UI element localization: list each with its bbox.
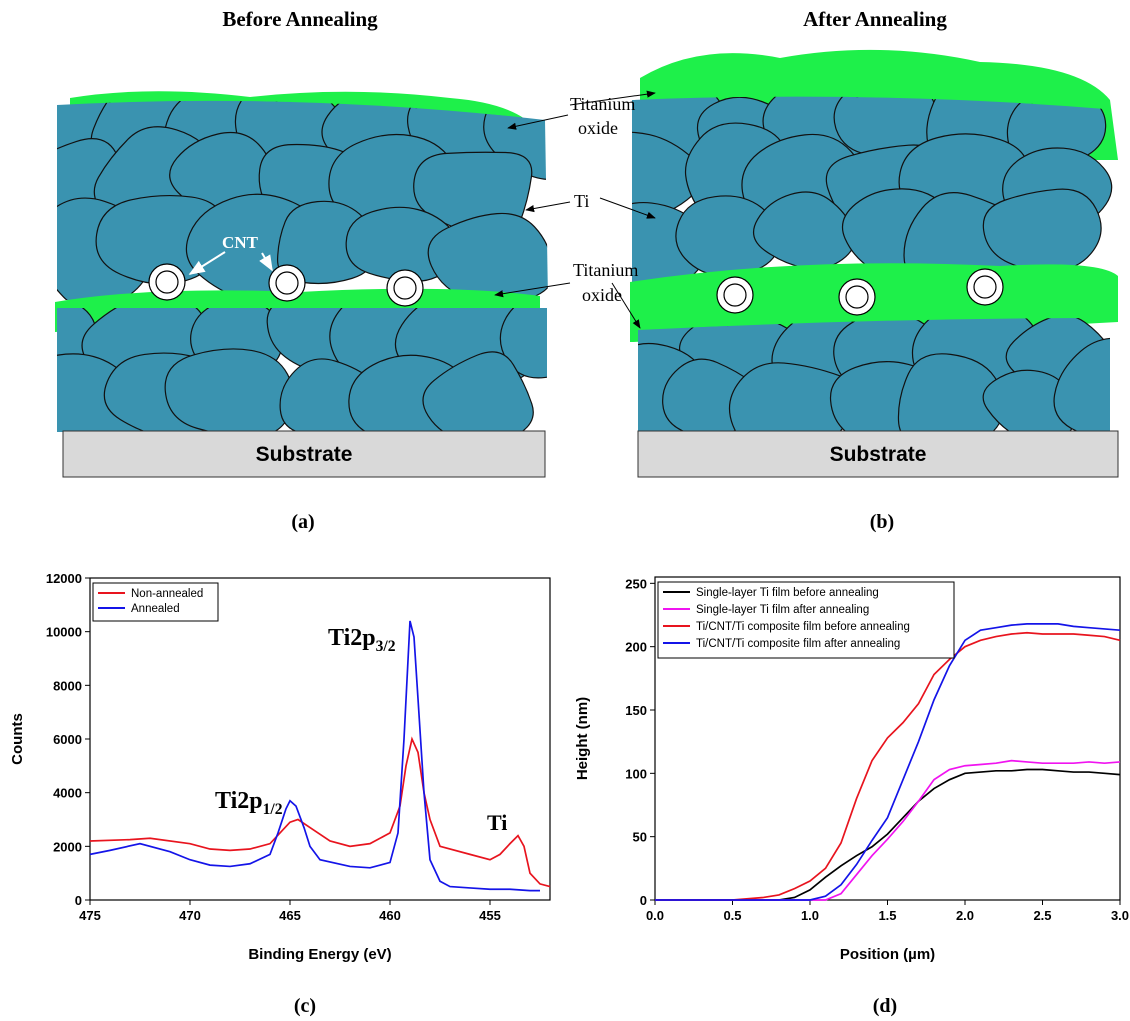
diagrams: Before Annealing After Annealing Substra…: [3, 7, 1130, 533]
y-tick-label: 250: [625, 576, 647, 591]
y-tick-label: 50: [633, 830, 647, 845]
y-tick-label: 10000: [46, 625, 82, 640]
peak-subscript: 3/2: [376, 638, 396, 655]
legend-label: Non-annealed: [131, 588, 203, 600]
y-tick-label: 0: [75, 893, 82, 908]
x-tick-label: 455: [479, 908, 501, 923]
data-line: [90, 621, 540, 891]
legend-label: Single-layer Ti film before annealing: [696, 587, 879, 599]
x-tick-label: 2.5: [1033, 908, 1051, 923]
x-tick-label: 0.5: [723, 908, 741, 923]
cnt: [846, 286, 868, 308]
cnt: [276, 272, 298, 294]
y-tick-label: 200: [625, 640, 647, 655]
figure: Before Annealing After Annealing Substra…: [0, 0, 1130, 1021]
cnt: [974, 276, 996, 298]
y-tick-label: 2000: [53, 839, 82, 854]
legend-label: Single-layer Ti film after annealing: [696, 604, 869, 616]
substrate-label: Substrate: [256, 443, 353, 466]
x-tick-label: 465: [279, 908, 301, 923]
data-line: [655, 624, 1120, 900]
ti-grain: [983, 189, 1101, 271]
plot-frame: [90, 578, 550, 900]
label: Titanium: [573, 260, 638, 280]
caption: (c): [294, 995, 316, 1017]
y-tick-label: 100: [625, 766, 647, 781]
peak-label: Ti2p3/2: [328, 625, 396, 655]
cnt-label: CNT: [222, 233, 259, 252]
peak-label: Ti: [487, 810, 507, 835]
data-line: [655, 761, 1120, 900]
panel-title: After Annealing: [803, 7, 947, 31]
cnt: [394, 277, 416, 299]
label: Ti: [574, 191, 589, 211]
arrow: [526, 202, 570, 210]
data-line: [90, 739, 550, 887]
x-tick-label: 0.0: [646, 908, 664, 923]
cnt: [724, 284, 746, 306]
x-tick-label: 2.0: [956, 908, 974, 923]
x-tick-label: 3.0: [1111, 908, 1129, 923]
legend-label: Ti/CNT/Ti composite film before annealin…: [696, 621, 910, 633]
caption: (d): [873, 995, 897, 1017]
caption: (b): [870, 511, 894, 533]
y-tick-label: 8000: [53, 678, 82, 693]
y-axis-title: Height (nm): [574, 697, 591, 780]
y-axis-title: Counts: [9, 713, 26, 765]
x-tick-label: 1.0: [801, 908, 819, 923]
peak-name: Ti2p: [215, 788, 263, 814]
caption: (a): [291, 511, 314, 533]
y-tick-label: 6000: [53, 732, 82, 747]
peak-name: Ti: [487, 810, 507, 835]
label: oxide: [582, 285, 622, 305]
x-axis-title: Position (µm): [840, 946, 935, 963]
x-tick-label: 470: [179, 908, 201, 923]
y-tick-label: 0: [640, 893, 647, 908]
legend-label: Ti/CNT/Ti composite film after annealing: [696, 638, 900, 650]
cnt: [156, 271, 178, 293]
x-tick-label: 460: [379, 908, 401, 923]
peak-label: Ti2p1/2: [215, 788, 283, 818]
x-tick-label: 1.5: [878, 908, 896, 923]
data-line: [655, 770, 1120, 900]
x-axis-title: Binding Energy (eV): [248, 946, 391, 963]
y-tick-label: 150: [625, 703, 647, 718]
data-line: [655, 633, 1120, 900]
label: oxide: [578, 118, 618, 138]
legend-label: Annealed: [131, 603, 180, 615]
peak-name: Ti2p: [328, 625, 376, 651]
x-tick-label: 475: [79, 908, 101, 923]
panel-title: Before Annealing: [222, 7, 378, 31]
peak-subscript: 1/2: [263, 801, 283, 818]
y-tick-label: 4000: [53, 786, 82, 801]
y-tick-label: 12000: [46, 571, 82, 586]
ti-grain: [165, 349, 293, 436]
substrate-label: Substrate: [830, 443, 927, 466]
